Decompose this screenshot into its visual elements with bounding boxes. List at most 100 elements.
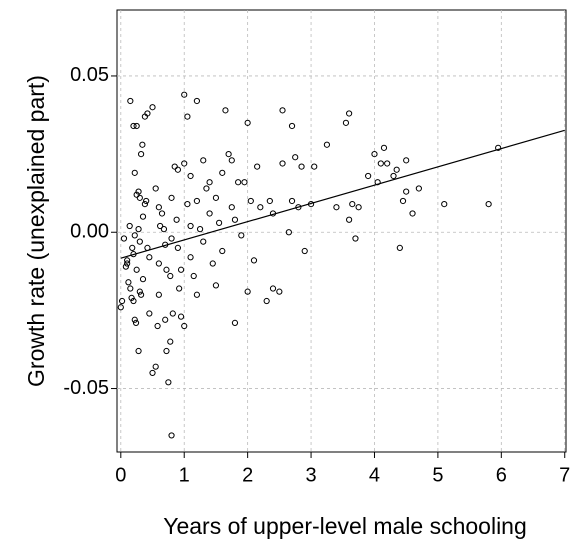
- point: [193, 291, 201, 298]
- point: [323, 141, 331, 148]
- point: [137, 291, 145, 298]
- point: [171, 163, 178, 170]
- point: [177, 313, 185, 320]
- point: [200, 238, 207, 245]
- point: [349, 201, 356, 208]
- point: [403, 188, 410, 195]
- x-tick-label: 2: [242, 464, 253, 486]
- point: [279, 160, 286, 167]
- point: [152, 363, 159, 370]
- point: [155, 204, 162, 211]
- point: [276, 288, 283, 295]
- point: [155, 260, 162, 267]
- point: [415, 185, 422, 192]
- point: [346, 110, 353, 117]
- point: [146, 310, 153, 317]
- fit-line: [120, 129, 565, 259]
- point: [196, 226, 204, 233]
- point: [139, 213, 147, 220]
- point: [403, 157, 410, 164]
- x-tick-label: 1: [179, 464, 190, 486]
- point: [152, 185, 159, 192]
- point: [231, 216, 239, 223]
- point: [133, 266, 140, 273]
- x-tick-label: 7: [559, 464, 570, 486]
- point: [124, 257, 131, 264]
- point: [190, 272, 197, 280]
- point: [130, 297, 137, 305]
- point: [117, 304, 124, 311]
- point: [206, 210, 213, 217]
- point: [298, 163, 305, 170]
- point: [301, 247, 308, 255]
- point: [212, 282, 220, 289]
- point: [136, 194, 143, 201]
- point: [222, 107, 229, 114]
- point: [241, 179, 248, 186]
- point: [154, 322, 161, 330]
- point: [124, 260, 131, 267]
- point: [131, 232, 138, 239]
- point: [254, 163, 261, 170]
- point: [130, 122, 137, 130]
- point: [380, 144, 388, 151]
- point: [203, 185, 210, 192]
- point: [174, 166, 181, 173]
- point: [176, 285, 183, 292]
- y-tick-label: 0.05: [70, 64, 109, 86]
- point: [285, 229, 292, 236]
- point: [209, 260, 216, 267]
- point: [346, 216, 353, 223]
- x-tick-label: 0: [115, 464, 126, 486]
- point: [231, 319, 239, 327]
- point: [135, 226, 142, 233]
- point: [377, 160, 384, 167]
- y-axis-label: Growth rate (unexplained part): [23, 75, 49, 387]
- point: [131, 316, 138, 323]
- point: [396, 244, 403, 251]
- point: [187, 254, 194, 261]
- point: [125, 279, 132, 286]
- point: [157, 222, 164, 230]
- point: [139, 276, 147, 283]
- y-tick-label: -0.05: [63, 377, 109, 399]
- point: [149, 104, 156, 111]
- point: [136, 238, 143, 245]
- x-tick-label: 5: [432, 464, 443, 486]
- point: [122, 263, 129, 270]
- point: [244, 288, 251, 295]
- point: [144, 110, 151, 117]
- point: [165, 379, 172, 386]
- point: [441, 201, 448, 208]
- point: [269, 285, 277, 292]
- point: [247, 197, 254, 205]
- point: [184, 113, 191, 120]
- y-tick-label: 0.00: [70, 221, 109, 243]
- point: [160, 226, 168, 233]
- point: [173, 216, 180, 223]
- point: [187, 222, 194, 230]
- point: [129, 244, 136, 251]
- point: [263, 297, 270, 305]
- point: [219, 247, 226, 255]
- point: [162, 316, 169, 323]
- point: [135, 188, 142, 195]
- point: [206, 179, 213, 186]
- point: [244, 119, 251, 126]
- plot-frame: [116, 9, 567, 453]
- point: [131, 169, 138, 176]
- point: [355, 204, 362, 211]
- point: [169, 310, 176, 317]
- point: [118, 297, 126, 305]
- point: [155, 291, 162, 298]
- point: [141, 201, 149, 208]
- point: [133, 191, 140, 198]
- point: [120, 235, 128, 242]
- point: [163, 347, 170, 355]
- point: [288, 122, 296, 130]
- point: [390, 172, 397, 180]
- point: [158, 210, 166, 217]
- point: [128, 294, 135, 301]
- point: [225, 151, 232, 158]
